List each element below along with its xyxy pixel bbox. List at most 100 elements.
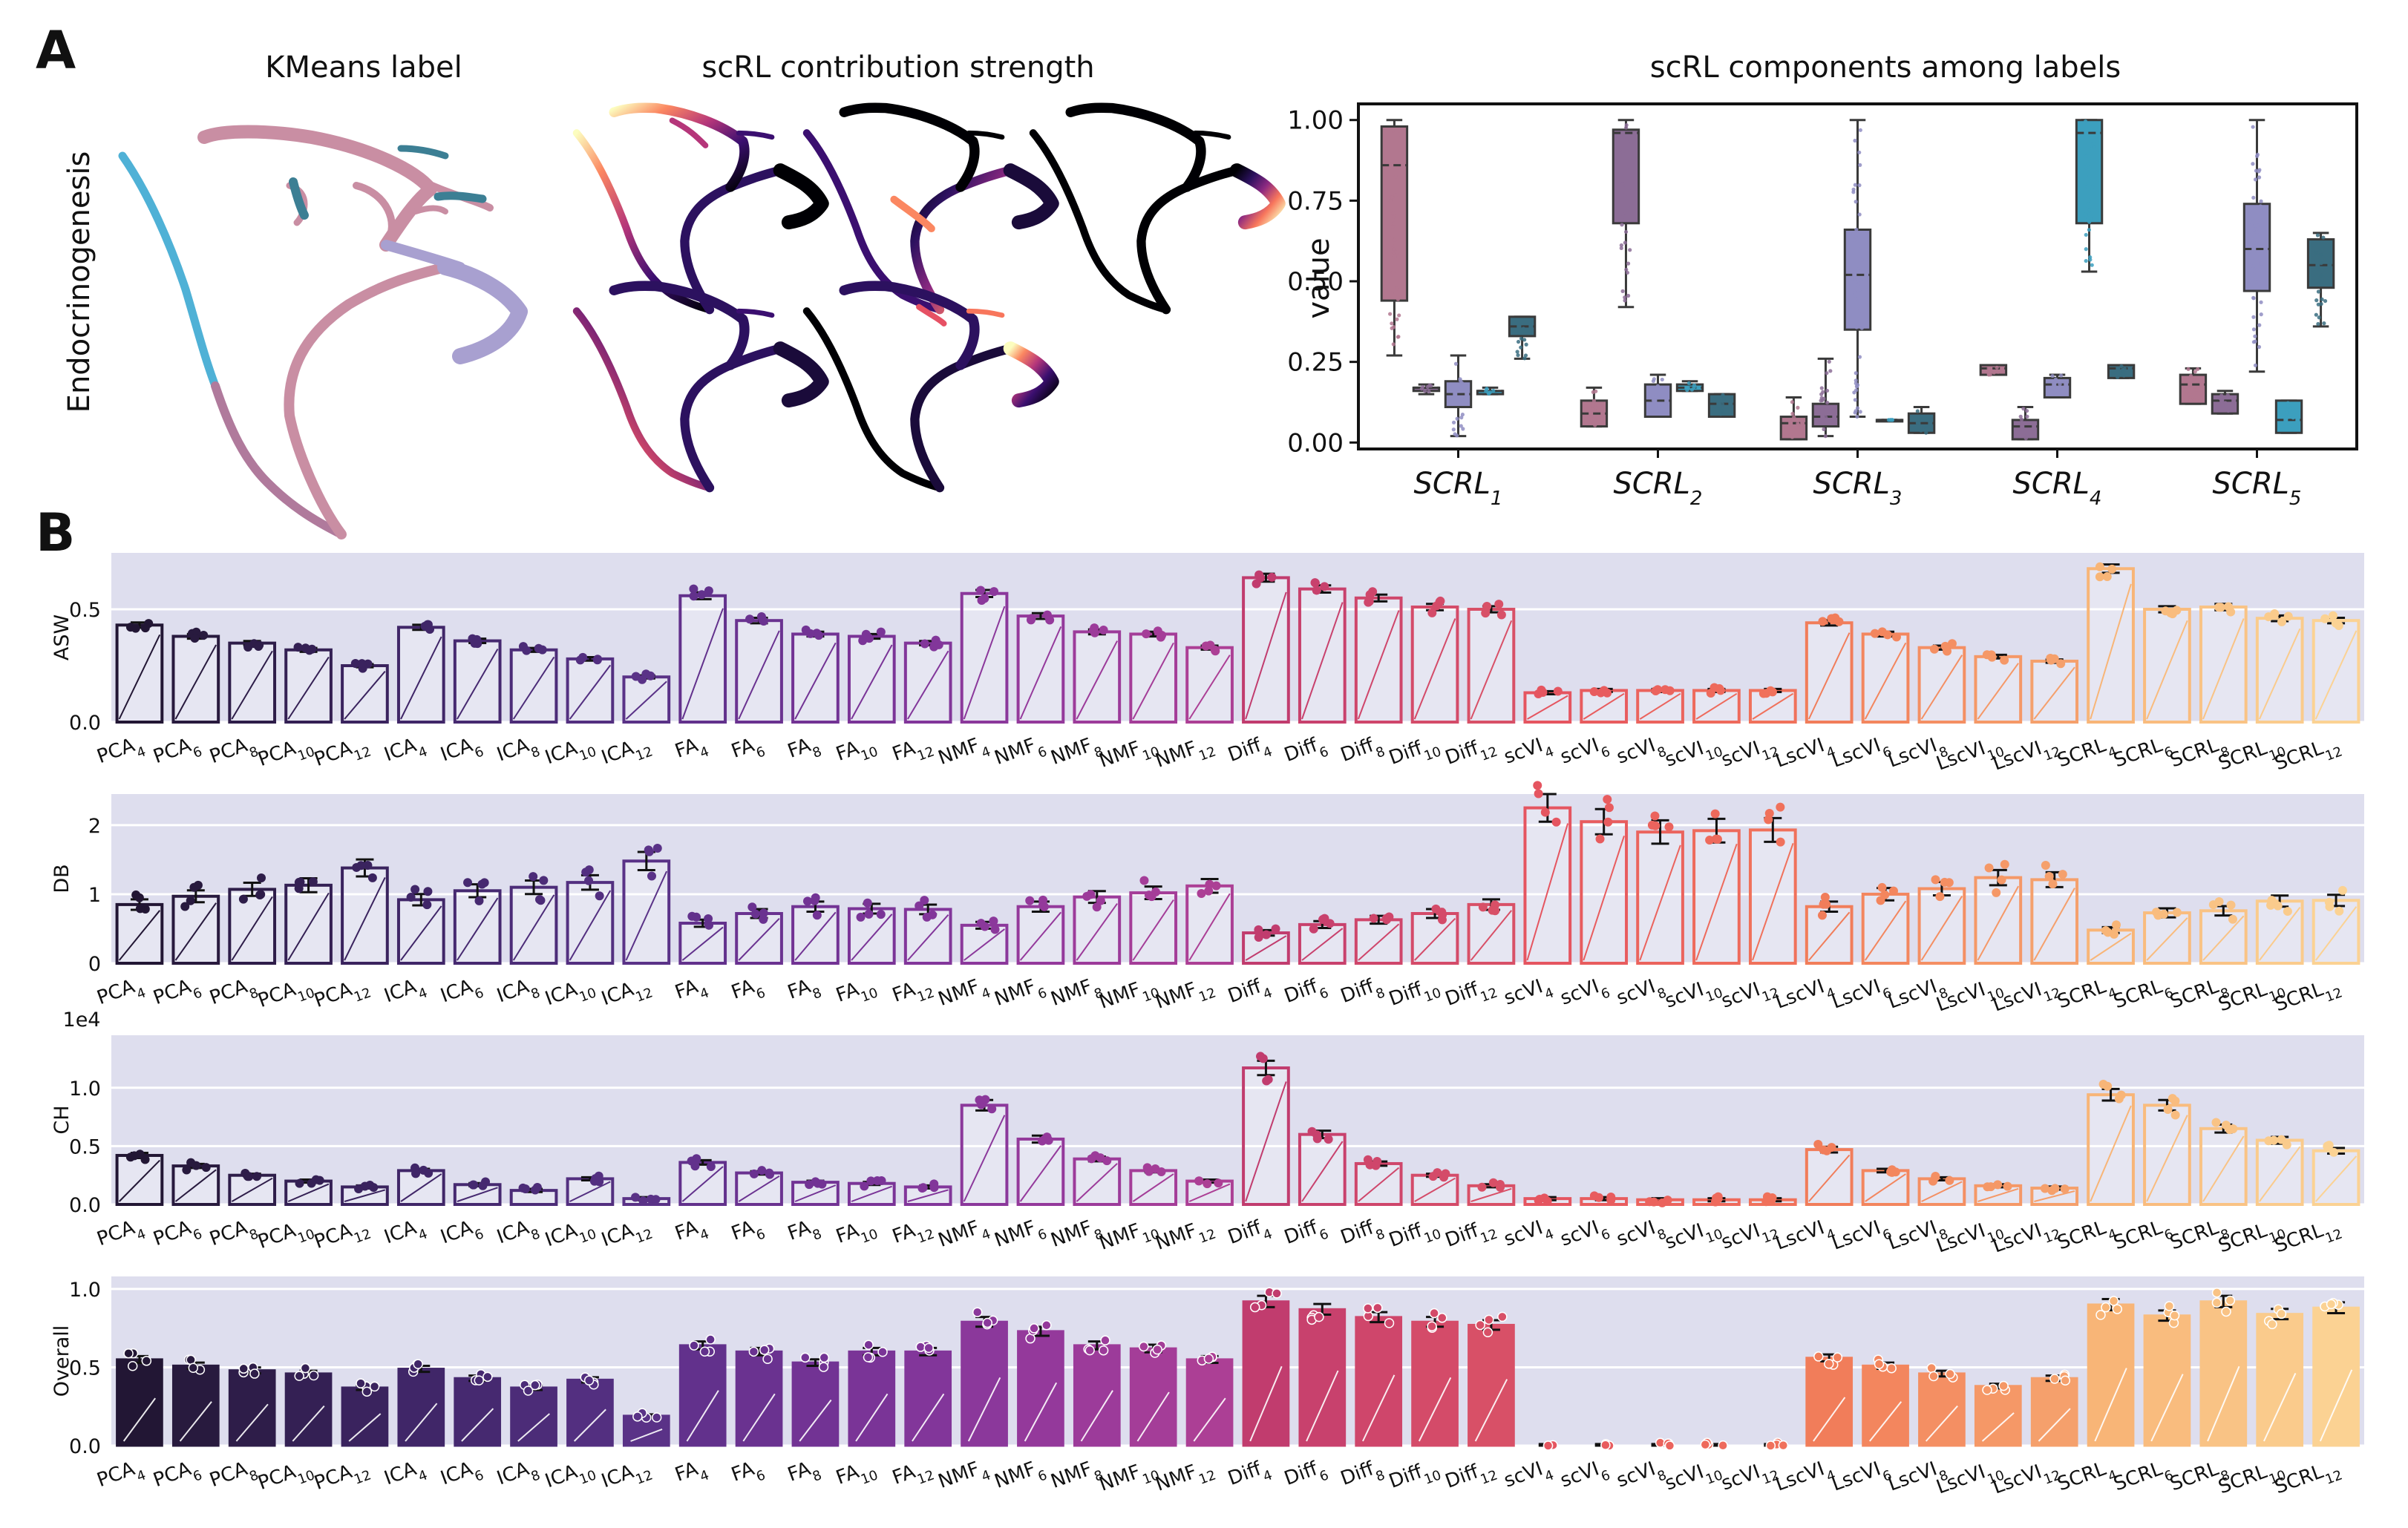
box-point xyxy=(2116,375,2120,379)
xtick-label-base: LscVI xyxy=(1990,737,2045,775)
bar-hatch xyxy=(461,1408,494,1442)
bar-hatch xyxy=(2258,628,2301,720)
umap-trace xyxy=(1003,341,1059,408)
replicate-point xyxy=(915,1342,926,1352)
xtick-label: FA6 xyxy=(728,1213,767,1250)
bar xyxy=(1410,596,1459,724)
panel-label-b: B xyxy=(36,502,75,563)
boxplot-box xyxy=(1707,393,1736,419)
bar xyxy=(1748,686,1797,724)
bar-hatch xyxy=(1752,692,1794,720)
boxplot-xtick-label: SCRL2 xyxy=(1614,467,1703,510)
replicate-point xyxy=(1710,809,1720,819)
xtick-label-base: ICA xyxy=(598,1460,636,1492)
replicate-point xyxy=(1935,892,1945,902)
replicate-point xyxy=(1993,1180,2003,1190)
bar xyxy=(453,878,502,965)
bar xyxy=(1410,904,1459,965)
bar-hatch xyxy=(512,894,555,961)
replicate-point xyxy=(478,1181,488,1190)
boxplot-xtick-sub: 5 xyxy=(2289,488,2302,510)
bar-fill xyxy=(848,1350,896,1447)
bar-hatch xyxy=(287,656,330,720)
xtick-label-base: FA xyxy=(833,1460,862,1489)
box-point xyxy=(1857,309,1862,313)
xtick-label-sub: 4 xyxy=(134,985,148,1003)
box-point xyxy=(2315,266,2320,271)
replicate-point xyxy=(1441,1169,1450,1178)
box-point xyxy=(1718,407,1723,411)
replicate-point xyxy=(1712,834,1722,844)
kmeans-umap xyxy=(118,125,528,540)
xtick-label: SCRL12 xyxy=(2272,1455,2345,1504)
replicate-point xyxy=(2095,562,2104,571)
xtick-label-base: PCA xyxy=(207,734,251,768)
bar xyxy=(397,1359,445,1447)
xtick-label: PCA6 xyxy=(151,1455,204,1498)
xtick-label: PCA4 xyxy=(94,972,148,1015)
replicate-point xyxy=(2164,1301,2175,1311)
bar xyxy=(2087,1296,2135,1447)
xtick-label-base: NMF xyxy=(1096,978,1144,1014)
replicate-point xyxy=(361,1386,373,1397)
box-point xyxy=(2250,220,2254,225)
xtick-label-base: FA xyxy=(889,978,918,1007)
replicate-point xyxy=(749,1169,759,1178)
xtick-label-base: Diff xyxy=(1386,737,1426,770)
bar-hatch xyxy=(1245,591,1287,720)
box-point xyxy=(1623,211,1628,215)
xtick-label: scVI4 xyxy=(1501,972,1556,1015)
box-point xyxy=(2186,367,2191,371)
xtick-label-sub: 12 xyxy=(1479,985,1500,1006)
xtick-label: NMF4 xyxy=(935,972,992,1017)
replicate-point xyxy=(858,636,868,646)
replicate-point xyxy=(1819,1145,1828,1155)
xtick-label-sub: 6 xyxy=(473,1226,486,1244)
box-point xyxy=(1627,186,1632,191)
replicate-point xyxy=(423,887,433,896)
replicate-point xyxy=(1984,863,1994,873)
replicate-point xyxy=(1197,889,1206,899)
replicate-point xyxy=(1151,887,1160,896)
bar xyxy=(284,1363,333,1447)
bar xyxy=(1692,683,1741,724)
xtick-label: Diff10 xyxy=(1386,1455,1443,1498)
replicate-point xyxy=(1088,626,1098,635)
bar xyxy=(1467,898,1516,965)
box-point xyxy=(1390,128,1395,133)
replicate-point xyxy=(1817,911,1827,920)
box-point xyxy=(1626,164,1631,169)
replicate-point xyxy=(877,1347,888,1357)
ytick-label: 2 xyxy=(88,815,101,838)
xtick-label-base: FA xyxy=(833,1219,862,1248)
boxplot-box xyxy=(1412,383,1441,396)
replicate-point xyxy=(2170,1096,2180,1106)
bar-fill xyxy=(1073,630,1122,724)
xtick-label-sub: 4 xyxy=(698,985,711,1003)
xtick-label-base: FA xyxy=(889,1219,918,1248)
replicate-point xyxy=(976,586,986,595)
replicate-point xyxy=(470,638,480,648)
box-point xyxy=(1853,410,1857,415)
xtick-label-base: SCRL xyxy=(2272,737,2327,775)
bar-hatch xyxy=(1583,835,1625,961)
box-point xyxy=(1594,405,1598,410)
xtick-label-base: scVI xyxy=(1557,975,1602,1009)
replicate-point xyxy=(2283,611,2293,621)
xtick-label-sub: 8 xyxy=(529,1226,542,1244)
box-point xyxy=(2087,228,2091,232)
box-point xyxy=(1451,420,1456,424)
replicate-point xyxy=(531,1185,540,1195)
xtick-label-sub: 4 xyxy=(416,744,430,761)
replicate-point xyxy=(1320,582,1329,591)
xtick-label: PCA12 xyxy=(312,731,373,777)
box-point xyxy=(1857,355,1862,359)
xtick-label: FA4 xyxy=(673,972,711,1009)
umap-trace xyxy=(773,341,829,408)
replicate-point xyxy=(1096,1153,1105,1163)
replicate-point xyxy=(1650,811,1660,821)
box-point xyxy=(1924,430,1928,435)
bar-fill xyxy=(1862,1364,1909,1447)
bar-hatch xyxy=(569,664,612,720)
